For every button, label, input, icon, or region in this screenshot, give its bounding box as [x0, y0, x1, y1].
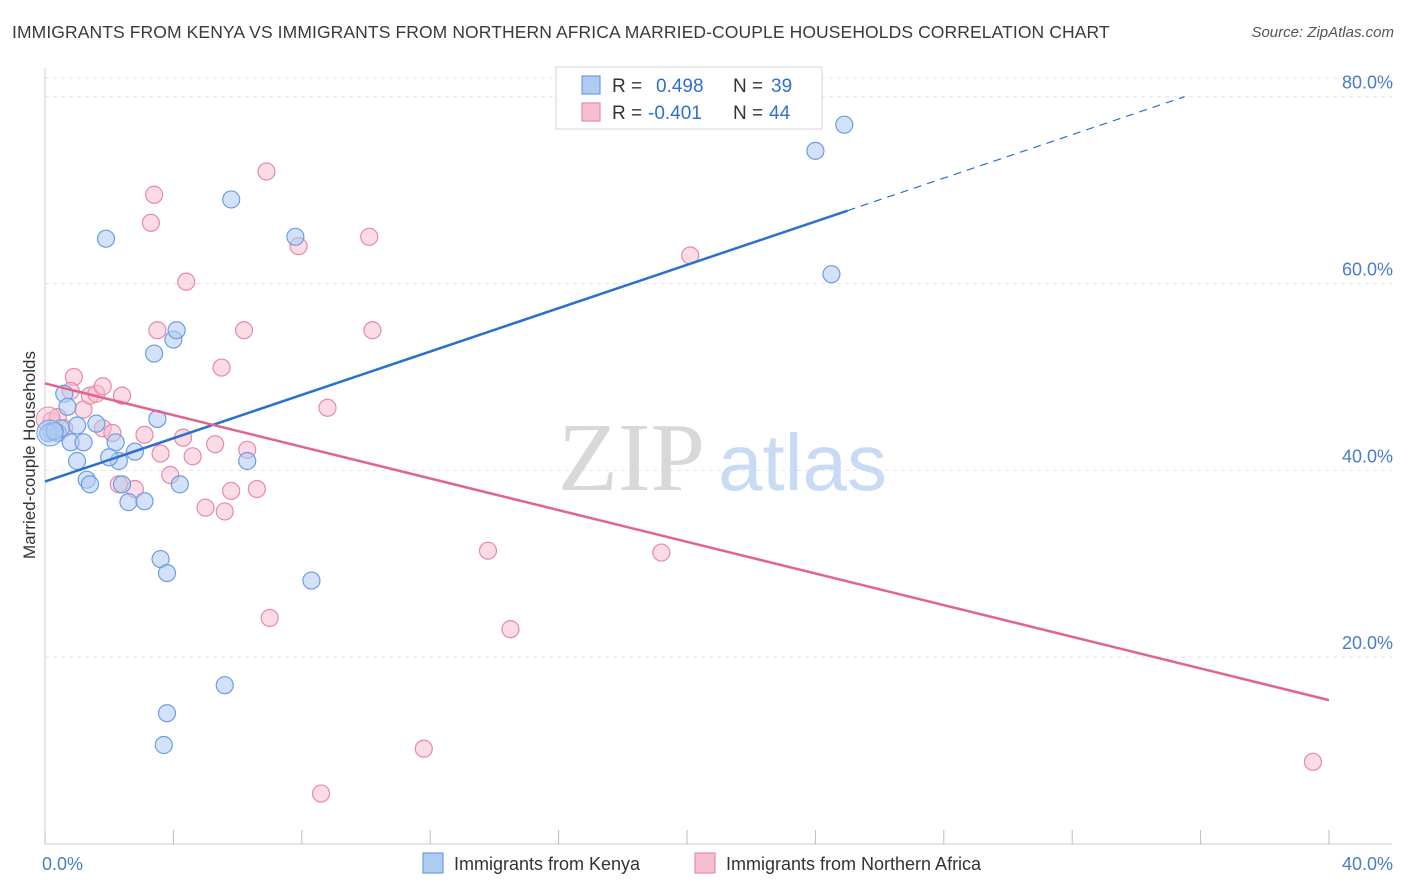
scatter-point-northern-africa: [318, 398, 337, 417]
scatter-point-kenya: [157, 563, 177, 583]
scatter-point-kenya: [222, 190, 241, 209]
chart-title: IMMIGRANTS FROM KENYA VS IMMIGRANTS FROM…: [12, 22, 1110, 42]
scatter-point-northern-africa: [1303, 752, 1323, 771]
scatter-point-kenya: [87, 414, 106, 433]
scatter-point-northern-africa: [414, 739, 433, 758]
series-legend-label-northern-africa: Immigrants from Northern Africa: [726, 854, 982, 874]
stats-legend: R = 0.498 N = 39 R = -0.401 N = 44: [555, 66, 823, 130]
scatter-point-kenya: [135, 492, 154, 511]
scatter-point-northern-africa: [260, 608, 279, 628]
scatter-point-northern-africa: [145, 185, 164, 204]
scatter-point-northern-africa: [311, 784, 331, 803]
watermark-zip: ZIP: [558, 404, 705, 512]
trend-line-kenya-extension: [847, 96, 1185, 212]
legend-n-label-kenya: N =: [733, 76, 763, 97]
y-tick-labels: 20.0% 40.0% 60.0% 80.0%: [1342, 73, 1393, 653]
scatter-point-kenya: [80, 475, 100, 494]
axes: [44, 68, 1392, 845]
x-tick-label-min: 0.0%: [42, 854, 83, 874]
scatter-point-northern-africa: [141, 213, 161, 232]
legend-r-label-kenya: R =: [612, 76, 642, 97]
scatter-point-northern-africa: [215, 502, 234, 521]
scatter-point-kenya: [74, 433, 93, 452]
scatter-point-kenya: [806, 141, 825, 160]
series-legend-label-kenya: Immigrants from Kenya: [454, 854, 641, 874]
x-tick-labels: 0.0% 40.0%: [42, 854, 1393, 874]
scatter-point-kenya: [67, 451, 87, 471]
watermark-atlas: atlas: [718, 418, 887, 507]
scatter-point-northern-africa: [196, 498, 215, 517]
legend-swatch-kenya: [581, 75, 601, 95]
legend-r-value-northern-africa: -0.401: [648, 103, 702, 124]
legend-n-value-northern-africa: 44: [769, 103, 791, 124]
trend-lines: [44, 96, 1330, 702]
legend-swatch-northern-africa: [581, 102, 601, 122]
series-legend-swatch-northern-africa: [694, 852, 716, 874]
y-tick-label: 40.0%: [1342, 446, 1393, 466]
y-tick-label: 20.0%: [1342, 633, 1393, 653]
scatter-point-northern-africa: [206, 435, 225, 454]
trend-line-kenya: [44, 209, 848, 483]
legend-n-label-northern-africa: N =: [733, 103, 763, 124]
scatter-point-northern-africa: [151, 444, 170, 463]
scatter-point-kenya: [835, 115, 854, 134]
x-tick-label-max: 40.0%: [1342, 854, 1393, 874]
scatter-point-kenya: [58, 397, 77, 416]
watermark: ZIP atlas: [558, 404, 887, 512]
scatter-point-northern-africa: [234, 321, 254, 340]
y-axis-label: Married-couple Households: [20, 351, 39, 559]
scatter-point-kenya: [112, 475, 132, 494]
scatter-point-kenya: [822, 265, 841, 284]
scatter-point-northern-africa: [247, 479, 266, 499]
scatter-point-northern-africa: [177, 272, 196, 291]
scatter-point-kenya: [96, 229, 116, 248]
scatter-point-northern-africa: [363, 321, 382, 340]
scatter-point-northern-africa: [135, 425, 154, 444]
scatter-point-kenya: [302, 571, 321, 590]
scatter-point-kenya: [238, 451, 257, 471]
legend-n-value-kenya: 39: [771, 76, 792, 97]
scatter-point-northern-africa: [93, 377, 112, 396]
scatter-point-northern-africa: [183, 447, 202, 466]
scatter-point-kenya: [215, 676, 234, 695]
scatter-point-northern-africa: [257, 162, 276, 181]
legend-r-label-northern-africa: R =: [612, 103, 642, 124]
scatter-point-kenya: [36, 419, 64, 447]
scatter-point-northern-africa: [148, 321, 167, 340]
grid-lines: [45, 77, 1392, 658]
scatter-point-kenya: [119, 493, 138, 512]
scatter-point-kenya: [170, 475, 189, 494]
scatter-point-kenya: [157, 704, 177, 723]
series-legend-swatch-kenya: [422, 852, 444, 874]
scatter-point-northern-africa: [652, 543, 671, 562]
series-legend: Immigrants from Kenya Immigrants from No…: [422, 852, 982, 874]
scatter-point-northern-africa: [501, 620, 520, 639]
scatter-point-northern-africa: [212, 358, 231, 377]
scatter-point-kenya: [154, 735, 173, 755]
scatter-point-northern-africa: [478, 541, 498, 560]
scatter-point-kenya: [167, 321, 186, 340]
y-tick-label: 60.0%: [1342, 260, 1393, 280]
scatter-point-northern-africa: [222, 481, 241, 500]
scatter-point-northern-africa: [112, 386, 132, 405]
scatter-point-kenya: [286, 227, 305, 246]
trend-line-northern-africa: [44, 382, 1330, 702]
scatter-point-kenya: [145, 344, 164, 363]
scatter-point-northern-africa: [360, 227, 379, 246]
source-label: Source: ZipAtlas.com: [1251, 24, 1394, 41]
y-tick-label: 80.0%: [1342, 73, 1393, 93]
legend-r-value-kenya: 0.498: [656, 76, 704, 97]
scatter-point-kenya: [67, 416, 87, 435]
series-kenya-points: [36, 115, 854, 755]
